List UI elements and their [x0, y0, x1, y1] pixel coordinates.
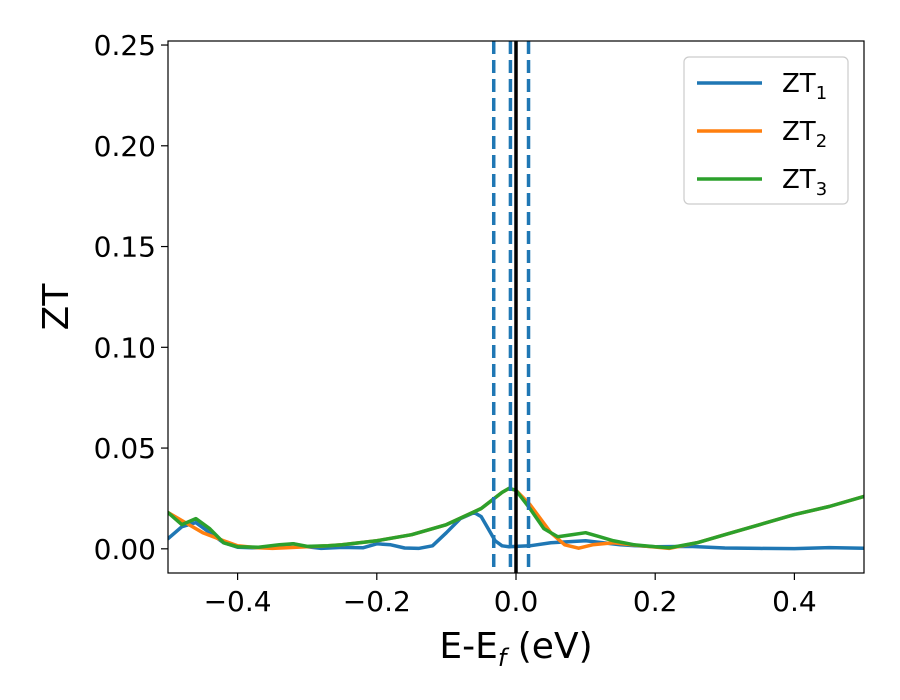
legend-label-sub: 2 — [816, 131, 827, 152]
x-axis-label: E-Ef (eV) — [439, 626, 592, 672]
y-axis-label: ZT — [36, 283, 77, 331]
y-tick-label: 0.25 — [94, 29, 156, 62]
y-tick-label: 0.05 — [94, 432, 156, 465]
y-tick-label: 0.15 — [94, 231, 156, 264]
x-axis-label-base: E-E — [439, 626, 497, 667]
legend-label-zt2: ZT2 — [782, 117, 827, 152]
y-tick-label: 0.20 — [94, 130, 156, 163]
legend-label-base: ZT — [782, 165, 816, 195]
x-tick-label: 0.2 — [633, 585, 678, 618]
x-tick-label: −0.4 — [204, 585, 272, 618]
x-tick-label: 0.4 — [772, 585, 817, 618]
y-tick-label: 0.00 — [94, 533, 156, 566]
x-tick-label: 0.0 — [494, 585, 539, 618]
legend-label-zt1: ZT1 — [782, 69, 827, 104]
x-axis-label-suffix: (eV) — [506, 626, 592, 667]
legend-label-base: ZT — [782, 69, 816, 99]
legend-label-sub: 3 — [816, 179, 827, 200]
legend-label-sub: 1 — [816, 83, 827, 104]
legend-label-base: ZT — [782, 117, 816, 147]
legend-label-zt3: ZT3 — [782, 165, 827, 200]
legend-box — [683, 56, 849, 205]
y-tick-label: 0.10 — [94, 331, 156, 364]
x-tick-label: −0.2 — [343, 585, 411, 618]
